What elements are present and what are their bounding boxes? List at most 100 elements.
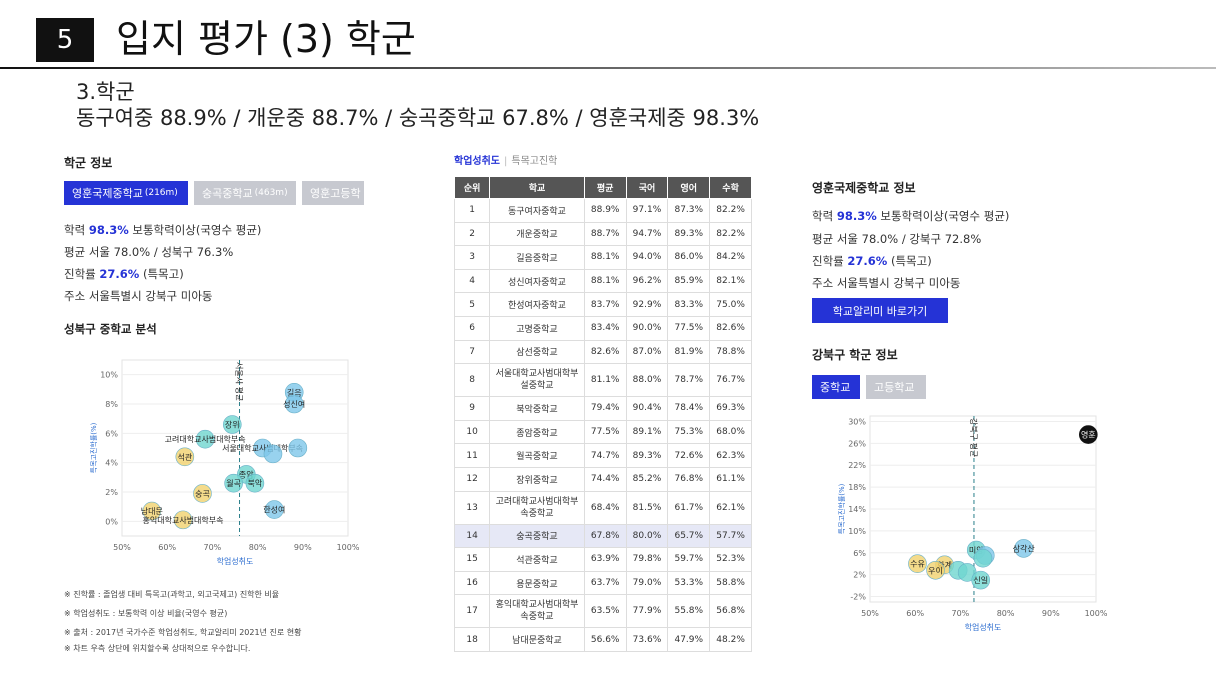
- column-header: 학교: [489, 176, 585, 199]
- table-cell: 94.0%: [625, 245, 669, 270]
- tab-academic[interactable]: 학업성취도: [454, 156, 500, 167]
- data-point: [263, 444, 283, 464]
- table-cell: 2: [453, 221, 491, 247]
- table-cell: 80.0%: [625, 523, 669, 549]
- point-label: 숭곡: [195, 489, 210, 498]
- table-cell: 79.8%: [625, 547, 669, 572]
- data-point: [193, 484, 212, 503]
- table-cell: 83.4%: [583, 315, 627, 341]
- tab-label: 영훈국제중학교: [72, 187, 143, 200]
- tab-younghoon-middle[interactable]: 영훈국제중학교 (216m): [64, 181, 188, 205]
- table-cell: 83.7%: [583, 292, 627, 317]
- table-row[interactable]: 4 성신여자중학교 88.1% 96.2% 85.9% 82.1%: [453, 268, 752, 294]
- point-label: 석관: [177, 452, 192, 462]
- point-label: 길음: [287, 388, 302, 397]
- ranking-tabs: 학업성취도 | 특목고진학: [454, 156, 558, 167]
- average-line-label: 서울시 평균: [235, 362, 245, 401]
- left-info-average: 평균 서울 78.0% / 성북구 76.3%: [64, 245, 234, 259]
- table-row[interactable]: 6 고명중학교 83.4% 90.0% 77.5% 82.6%: [453, 315, 752, 341]
- right-school-title: 영훈국제중학교 정보: [812, 181, 916, 195]
- table-cell: 74.7%: [583, 443, 627, 468]
- tab-label: 영훈고등학: [310, 187, 361, 200]
- point-label: 고려대학교사범대학부속: [165, 434, 246, 444]
- table-row[interactable]: 5 한성여자중학교 83.7% 92.9% 83.3% 75.0%: [453, 292, 752, 317]
- table-cell: 85.2%: [625, 466, 669, 492]
- table-row[interactable]: 16 용문중학교 63.7% 79.0% 53.3% 58.8%: [453, 570, 752, 596]
- data-point: [908, 554, 927, 574]
- table-cell: 61.1%: [709, 466, 752, 492]
- x-tick-label: 100%: [1085, 609, 1108, 618]
- note-3: ※ 출처 : 2017년 국가수준 학업성취도, 학교알리미 2021년 진로 …: [64, 628, 302, 637]
- data-point: [173, 510, 193, 530]
- table-cell: 3: [453, 245, 491, 270]
- right-info-admission: 진학률 27.6% (특목고): [812, 254, 932, 268]
- point-label: 북악: [248, 478, 263, 488]
- table-row[interactable]: 1 동구여자중학교 88.9% 97.1% 87.3% 82.2%: [453, 198, 752, 223]
- table-row[interactable]: 11 월곡중학교 74.7% 89.3% 72.6% 62.3%: [453, 443, 752, 468]
- data-point: [284, 394, 304, 414]
- table-row[interactable]: 2 개운중학교 88.7% 94.7% 89.3% 82.2%: [453, 221, 752, 247]
- tab-high-school[interactable]: 고등학교: [866, 375, 926, 399]
- x-tick-label: 50%: [861, 609, 879, 618]
- school-name-cell: 길음중학교: [489, 245, 585, 270]
- table-cell: 17: [453, 594, 491, 629]
- school-name-cell: 종암중학교: [489, 419, 585, 445]
- x-axis-label: 학업성취도: [217, 556, 254, 566]
- table-row[interactable]: 3 길음중학교 88.1% 94.0% 86.0% 84.2%: [453, 245, 752, 270]
- table-cell: 85.9%: [667, 268, 711, 294]
- table-cell: 94.7%: [625, 221, 669, 247]
- table-row[interactable]: 15 석관중학교 63.9% 79.8% 59.7% 52.3%: [453, 547, 752, 572]
- table-cell: 89.1%: [625, 419, 669, 445]
- point-label: 서울대학교사범대학부속: [222, 443, 303, 453]
- x-tick-label: 90%: [1042, 609, 1060, 618]
- table-row[interactable]: 7 삼선중학교 82.6% 87.0% 81.9% 78.8%: [453, 339, 752, 365]
- table-cell: 67.8%: [583, 523, 627, 549]
- tab-younghoon-high[interactable]: 영훈고등학: [302, 181, 364, 205]
- table-cell: 53.3%: [667, 570, 711, 596]
- table-cell: 57.7%: [709, 523, 752, 549]
- page-title: 입지 평가 (3) 학군: [116, 17, 416, 61]
- table-row[interactable]: 17 홍익대학교사범대학부속중학교 63.5% 77.9% 55.8% 56.8%: [453, 594, 752, 629]
- table-row[interactable]: 12 장위중학교 74.4% 85.2% 76.8% 61.1%: [453, 466, 752, 492]
- table-cell: 47.9%: [667, 627, 711, 652]
- table-row[interactable]: 10 종암중학교 77.5% 89.1% 75.3% 68.0%: [453, 419, 752, 445]
- y-tick-label: 30%: [848, 417, 866, 426]
- table-cell: 5: [453, 292, 491, 317]
- table-cell: 68.4%: [583, 490, 627, 525]
- data-point: [142, 501, 162, 521]
- table-row[interactable]: 14 숭곡중학교 67.8% 80.0% 65.7% 57.7%: [453, 523, 752, 549]
- table-row[interactable]: 8 서울대학교사범대학부설중학교 81.1% 88.0% 78.7% 76.7%: [453, 363, 752, 398]
- y-tick-label: 14%: [848, 505, 866, 514]
- point-label: 수유: [910, 560, 925, 569]
- y-tick-label: 22%: [848, 461, 866, 470]
- table-cell: 90.4%: [625, 396, 669, 421]
- table-cell: 69.3%: [709, 396, 752, 421]
- school-alimi-link-button[interactable]: 학교알리미 바로가기: [812, 298, 948, 323]
- school-name-cell: 석관중학교: [489, 547, 585, 572]
- table-cell: 75.3%: [667, 419, 711, 445]
- table-row[interactable]: 9 북악중학교 79.4% 90.4% 78.4% 69.3%: [453, 396, 752, 421]
- tab-special-school[interactable]: 특목고진학: [511, 156, 558, 167]
- point-label: 성신여: [283, 399, 305, 409]
- table-cell: 96.2%: [625, 268, 669, 294]
- y-tick-label: 10%: [848, 527, 866, 536]
- y-tick-label: 18%: [848, 483, 866, 492]
- tab-middle-school[interactable]: 중학교: [812, 375, 860, 399]
- table-cell: 62.3%: [709, 443, 752, 468]
- header-divider: [0, 67, 1216, 69]
- school-name-cell: 한성여자중학교: [489, 292, 585, 317]
- data-point: [195, 429, 215, 449]
- table-cell: 74.4%: [583, 466, 627, 492]
- table-cell: 81.5%: [625, 490, 669, 525]
- data-point: [288, 438, 308, 458]
- note-2: ※ 학업성취도 : 보통학력 이상 비율(국영수 평균): [64, 609, 228, 618]
- point-label: 화계: [937, 560, 952, 570]
- point-label: 홍익대학교사범대학부속: [143, 515, 224, 525]
- table-row[interactable]: 18 남대문중학교 56.6% 73.6% 47.9% 48.2%: [453, 627, 752, 652]
- table-cell: 83.3%: [667, 292, 711, 317]
- table-row[interactable]: 13 고려대학교사범대학부속중학교 68.4% 81.5% 61.7% 62.1%: [453, 490, 752, 525]
- data-point: [971, 570, 991, 590]
- subtitle-summary: 동구여중 88.9% / 개운중 88.7% / 숭곡중학교 67.8% / 영…: [76, 106, 760, 130]
- tab-sunggok-middle[interactable]: 숭곡중학교 (463m): [194, 181, 296, 205]
- table-cell: 86.0%: [667, 245, 711, 270]
